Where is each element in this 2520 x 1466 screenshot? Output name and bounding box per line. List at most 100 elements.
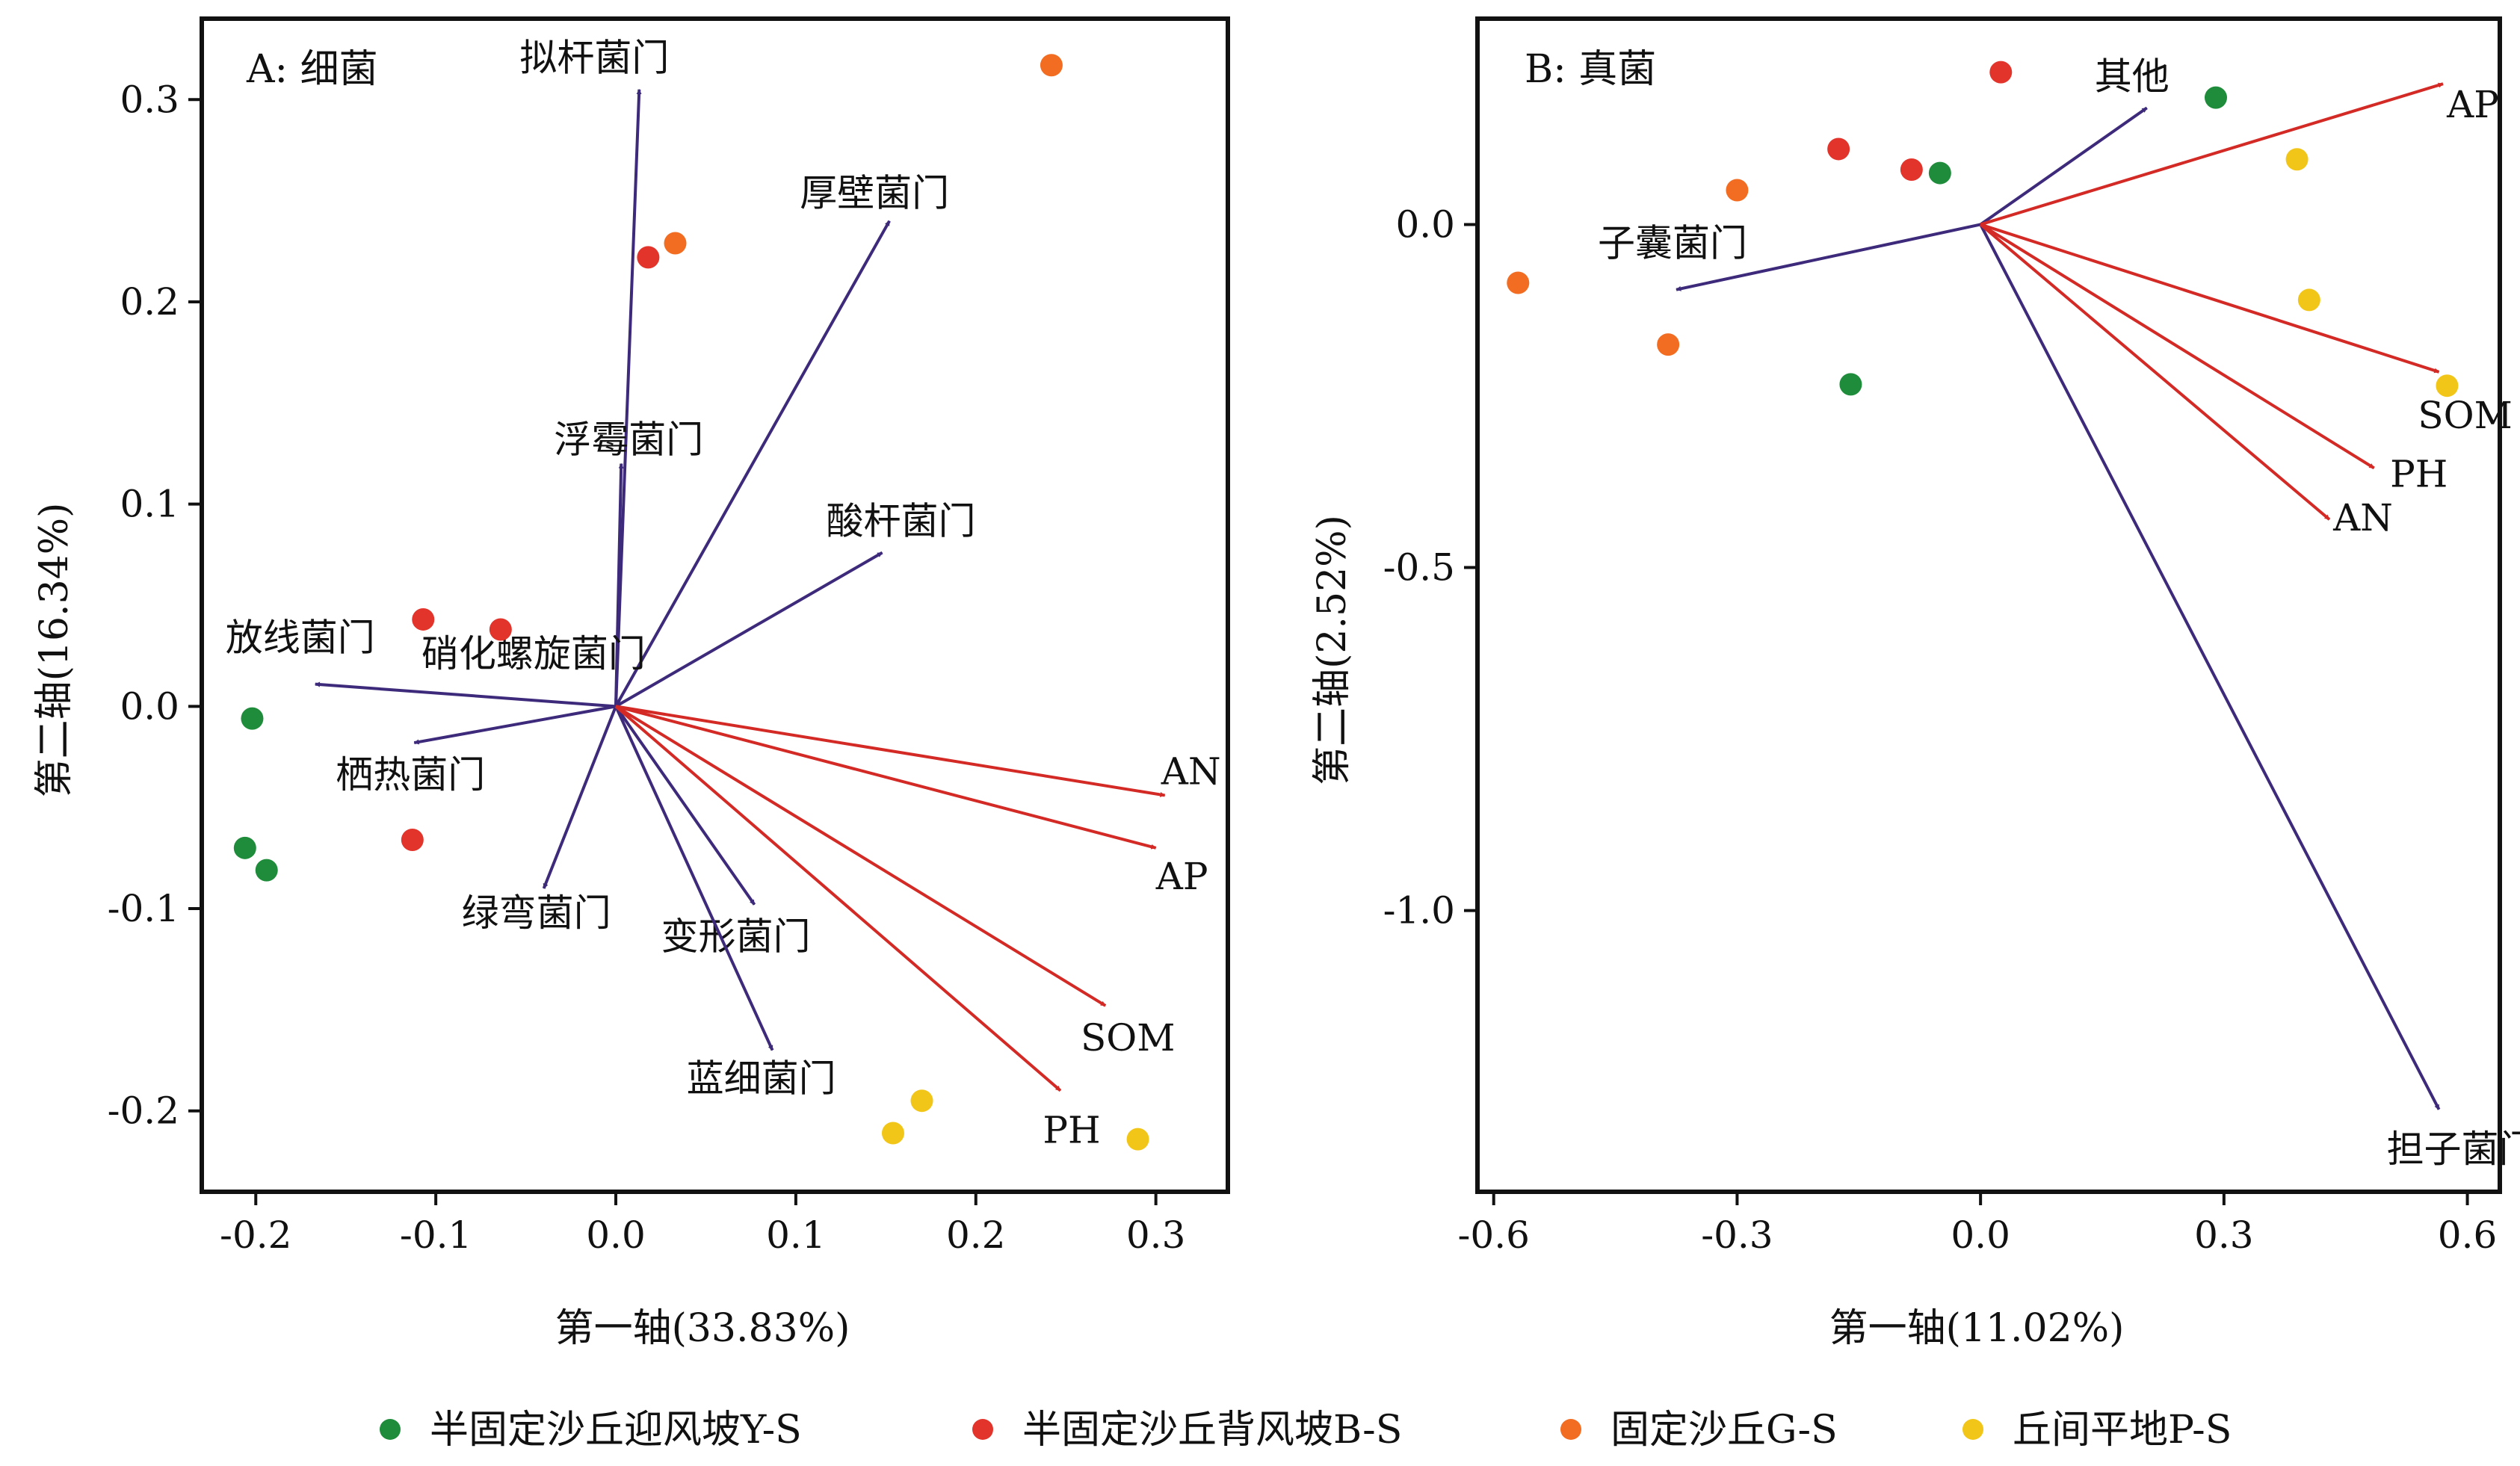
arrow-label-som: SOM	[1081, 1016, 1175, 1060]
arrow-label-栖热菌门: 栖热菌门	[336, 753, 485, 797]
legend-label-y-s: 半固定沙丘迎风坡Y-S	[430, 1408, 802, 1453]
legend-label-g-s: 固定沙丘G-S	[1610, 1408, 1838, 1453]
legend-item: 丘间平地P-S	[1962, 1408, 2232, 1453]
y-tick-label: 0.2	[120, 280, 179, 324]
arrow-担子菌门	[1979, 223, 2441, 1110]
arrow-label-其他: 其他	[2095, 55, 2170, 98]
arrow-label-厚壁菌门: 厚壁菌门	[800, 172, 949, 215]
legend-marker-b-s	[972, 1419, 993, 1440]
arrow-label-硝化螺旋菌门: 硝化螺旋菌门	[421, 632, 646, 675]
panel-a-y-axis-label: 第二轴(16.34%)	[32, 503, 77, 798]
data-point-series-2	[489, 618, 512, 641]
legend-marker-y-s	[380, 1419, 401, 1440]
panel-a-x-ticks: -0.2 -0.1 0.0 0.1 0.2 0.3	[220, 1192, 1185, 1257]
data-point-series-1	[1928, 161, 1951, 185]
x-tick-label: -0.6	[1458, 1213, 1530, 1257]
data-point-series-3	[1726, 179, 1749, 202]
panel-a-bacteria: A: 细菌 -0.2 -0.1 0.0 0.1 0.2 0.3 -0.2 -0.1 0.0 0.…	[32, 16, 1230, 1351]
arrow-label-ap: AP	[2446, 83, 2499, 126]
arrow-label-an: AN	[1161, 749, 1221, 793]
data-point-series-4	[1126, 1128, 1149, 1151]
arrow-an	[1979, 223, 2331, 521]
y-tick-label: -0.1	[108, 887, 179, 930]
data-point-series-4	[2297, 288, 2320, 312]
arrow-som	[1980, 223, 2440, 374]
data-point-series-2	[637, 246, 660, 269]
arrow-放线菌门	[315, 681, 617, 708]
arrow-label-蓝细菌门: 蓝细菌门	[687, 1057, 836, 1101]
data-point-series-2	[1900, 158, 1923, 181]
y-tick-label: -0.5	[1383, 546, 1455, 590]
data-point-series-3	[664, 232, 687, 255]
y-tick-label: -0.2	[108, 1089, 179, 1133]
y-tick-label: 0.0	[1395, 202, 1455, 246]
arrow-label-放线菌门: 放线菌门	[226, 616, 375, 660]
y-tick-label: 0.0	[120, 684, 179, 728]
panel-b-points	[1507, 61, 2459, 398]
panel-a-x-axis-label: 第一轴(33.83%)	[555, 1306, 850, 1351]
arrow-label-变形菌门: 变形菌门	[661, 915, 810, 959]
x-tick-label: 0.0	[1951, 1213, 2010, 1257]
arrow-label-绿弯菌门: 绿弯菌门	[462, 891, 611, 935]
legend: 半固定沙丘迎风坡Y-S 半固定沙丘背风坡B-S 固定沙丘G-S 丘间平地P-S	[380, 1408, 2232, 1453]
legend-label-b-s: 半固定沙丘背风坡B-S	[1022, 1408, 1402, 1453]
legend-item: 半固定沙丘迎风坡Y-S	[380, 1408, 802, 1453]
arrow-蓝细菌门	[614, 705, 774, 1051]
panel-b-y-ticks: 0.0 -0.5 -1.0	[1383, 202, 1477, 933]
data-point-series-1	[255, 859, 278, 882]
panel-b-fungi: B: 真菌 -0.6 -0.3 0.0 0.3 0.6 0.0 -0.5 -1.0 其他子囊…	[1310, 16, 2520, 1351]
arrow-ap	[615, 705, 1157, 850]
data-point-series-4	[910, 1089, 933, 1113]
arrow-浮霉菌门	[614, 463, 624, 707]
arrow-label-子囊菌门: 子囊菌门	[1598, 222, 1747, 265]
x-tick-label: -0.2	[220, 1213, 291, 1257]
data-point-series-4	[2436, 374, 2459, 398]
x-tick-label: 0.6	[2438, 1213, 2498, 1257]
arrow-拟杆菌门	[614, 89, 642, 707]
arrow-label-som: SOM	[2418, 394, 2512, 437]
arrow-label-拟杆菌门: 拟杆菌门	[519, 37, 669, 80]
arrow-酸杆菌门	[615, 551, 883, 708]
arrow-绿弯菌门	[542, 705, 617, 889]
arrow-ap	[1980, 82, 2444, 226]
legend-item: 固定沙丘G-S	[1560, 1408, 1838, 1453]
x-tick-label: 0.1	[766, 1213, 826, 1257]
x-tick-label: 0.2	[946, 1213, 1006, 1257]
data-point-series-1	[1839, 373, 1862, 396]
arrow-厚壁菌门	[614, 220, 891, 708]
data-point-series-2	[1827, 137, 1850, 161]
panel-a-title: A: 细菌	[246, 47, 378, 92]
arrow-label-ph: PH	[2390, 452, 2448, 495]
x-tick-label: -0.1	[400, 1213, 472, 1257]
arrow-label-担子菌门: 担子菌门	[2387, 1128, 2520, 1171]
arrow-label-an: AN	[2332, 496, 2393, 539]
data-point-series-3	[1657, 333, 1680, 356]
data-point-series-4	[2285, 148, 2309, 171]
data-point-series-2	[1989, 61, 2013, 84]
legend-item: 半固定沙丘背风坡B-S	[972, 1408, 1402, 1453]
panel-b-frame	[1475, 16, 2502, 1194]
panel-a-y-ticks: -0.2 -0.1 0.0 0.1 0.2 0.3	[108, 78, 202, 1133]
data-point-series-3	[1507, 271, 1530, 294]
y-tick-label: 0.1	[120, 483, 179, 526]
panel-b-x-axis-label: 第一轴(11.02%)	[1829, 1306, 2125, 1351]
arrow-ph	[1980, 223, 2375, 470]
x-tick-label: 0.3	[2194, 1213, 2254, 1257]
legend-marker-g-s	[1560, 1419, 1581, 1440]
arrow-子囊菌门	[1676, 223, 1981, 291]
arrow-label-ap: AP	[1155, 855, 1208, 898]
data-point-series-1	[2205, 86, 2227, 109]
arrow-som	[614, 705, 1107, 1007]
arrow-an	[615, 705, 1166, 797]
arrow-label-酸杆菌门: 酸杆菌门	[827, 500, 976, 543]
panel-a-frame	[200, 16, 1230, 1194]
panel-b-x-ticks: -0.6 -0.3 0.0 0.3 0.6	[1458, 1192, 2498, 1257]
arrow-变形菌门	[614, 705, 756, 906]
x-tick-label: 0.0	[586, 1213, 646, 1257]
data-point-series-3	[1040, 54, 1063, 77]
y-tick-label: -1.0	[1383, 889, 1455, 933]
data-point-series-2	[412, 607, 435, 631]
legend-label-p-s: 丘间平地P-S	[2013, 1408, 2232, 1453]
